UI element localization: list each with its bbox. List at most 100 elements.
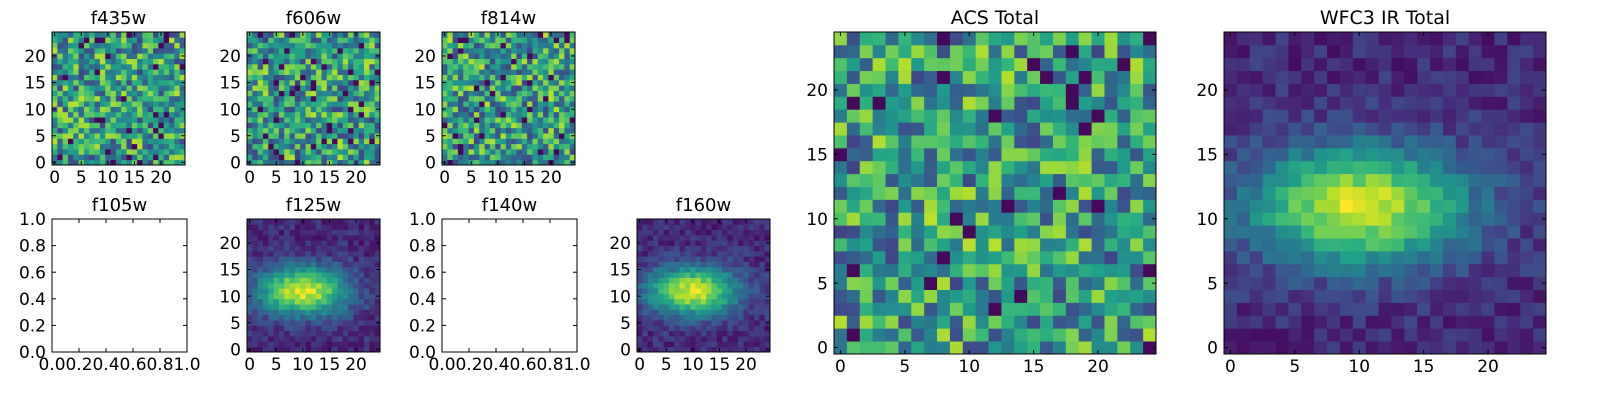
heatmap-cell [358,277,365,284]
heatmap-cell [278,224,285,231]
heatmap-cell [564,154,571,161]
heatmap-cell [326,320,333,326]
heatmap-cell [463,149,469,155]
heatmap-cell [1117,173,1131,187]
heatmap-cell [1001,289,1015,303]
heatmap-cell [679,314,686,321]
heatmap-cell [885,160,899,175]
heatmap-cell [369,234,376,241]
heatmap-cell [690,330,696,337]
heatmap-cell [1455,135,1470,149]
heatmap-cell [1481,315,1495,329]
heatmap-cell [1533,57,1547,72]
heatmap-cell [684,325,691,332]
heatmap-cell [337,277,344,284]
heatmap-cell [153,143,159,150]
heatmap-cell [537,143,544,150]
heatmap-cell [262,234,269,241]
heatmap-cell [885,57,899,72]
heatmap-cell [1430,199,1444,213]
heatmap-cell [94,85,101,91]
heatmap-cell [1130,147,1144,162]
heatmap-cell [1143,122,1157,136]
heatmap-cell [179,32,186,38]
heatmap-cell [337,346,344,353]
heatmap-cell [727,293,734,300]
y-tick-label: 0.4 [19,290,46,310]
heatmap-cell [516,53,523,59]
heatmap-cell [94,122,101,129]
heatmap-cell [1468,341,1482,355]
heatmap-cell [89,79,95,86]
heatmap-cell [924,160,938,175]
heatmap-cell [305,117,312,123]
heatmap-cell [99,117,106,123]
heatmap-cell [62,101,69,107]
heatmap-cell [52,63,58,70]
heatmap-cell [353,90,360,97]
heatmap-cell [1520,289,1534,303]
heatmap-cell [1520,186,1534,200]
heatmap-cell [1352,96,1367,110]
heatmap-cell [289,79,296,86]
heatmap-cell [1001,250,1015,265]
heatmap-cell [247,154,253,161]
heatmap-cell [834,276,848,290]
heatmap-cell [1468,276,1482,290]
heatmap-cell [652,261,659,268]
heatmap-cell [321,42,328,49]
heatmap-cell [543,101,549,107]
heatmap-cell [452,122,459,129]
heatmap-cell [1507,341,1521,355]
heatmap-cell [348,240,354,246]
heatmap-cell [273,37,280,44]
heatmap-cell [505,42,512,49]
heatmap-cell [115,117,122,123]
heatmap-cell [537,32,544,38]
heatmap-cell [247,288,253,294]
heatmap-cell [559,79,565,86]
heatmap-cell [52,127,58,134]
heatmap-cell [511,90,517,97]
heatmap-cell [316,261,322,268]
heatmap-cell [1262,186,1276,200]
heatmap-cell [532,53,539,59]
heatmap-cell [1442,160,1457,175]
heatmap-cell [273,336,280,342]
heatmap-cell [316,90,322,97]
heatmap-cell [695,229,702,236]
heatmap-cell [473,133,480,139]
heatmap-cell [516,117,523,123]
heatmap-cell [711,346,718,353]
heatmap-cell [521,79,528,86]
heatmap-cell [110,154,117,161]
heatmap-cell [337,37,344,44]
heatmap-cell [310,266,317,273]
heatmap-cell [353,304,360,310]
heatmap-cell [695,266,702,273]
heatmap-cell [62,37,69,44]
heatmap-cell [353,325,360,332]
heatmap-cell [1352,135,1367,149]
heatmap-cell [1327,341,1341,355]
heatmap-cell [937,122,951,136]
heatmap-cell [1301,96,1315,110]
heatmap-cell [83,154,90,161]
heatmap-cell [174,85,181,91]
heatmap-cell [1052,122,1067,136]
heatmap-cell [294,245,301,252]
heatmap-cell [457,117,464,123]
heatmap-cell [885,147,899,162]
heatmap-cell [548,42,555,49]
heatmap-cell [252,74,259,81]
heatmap-cell [1275,83,1289,97]
heatmap-cell [67,143,74,150]
heatmap-cell [489,154,496,161]
heatmap-cell [278,149,285,155]
heatmap-cell [711,240,718,246]
heatmap-cell [332,32,338,38]
heatmap-cell [532,85,539,91]
heatmap-cell [1091,276,1105,290]
